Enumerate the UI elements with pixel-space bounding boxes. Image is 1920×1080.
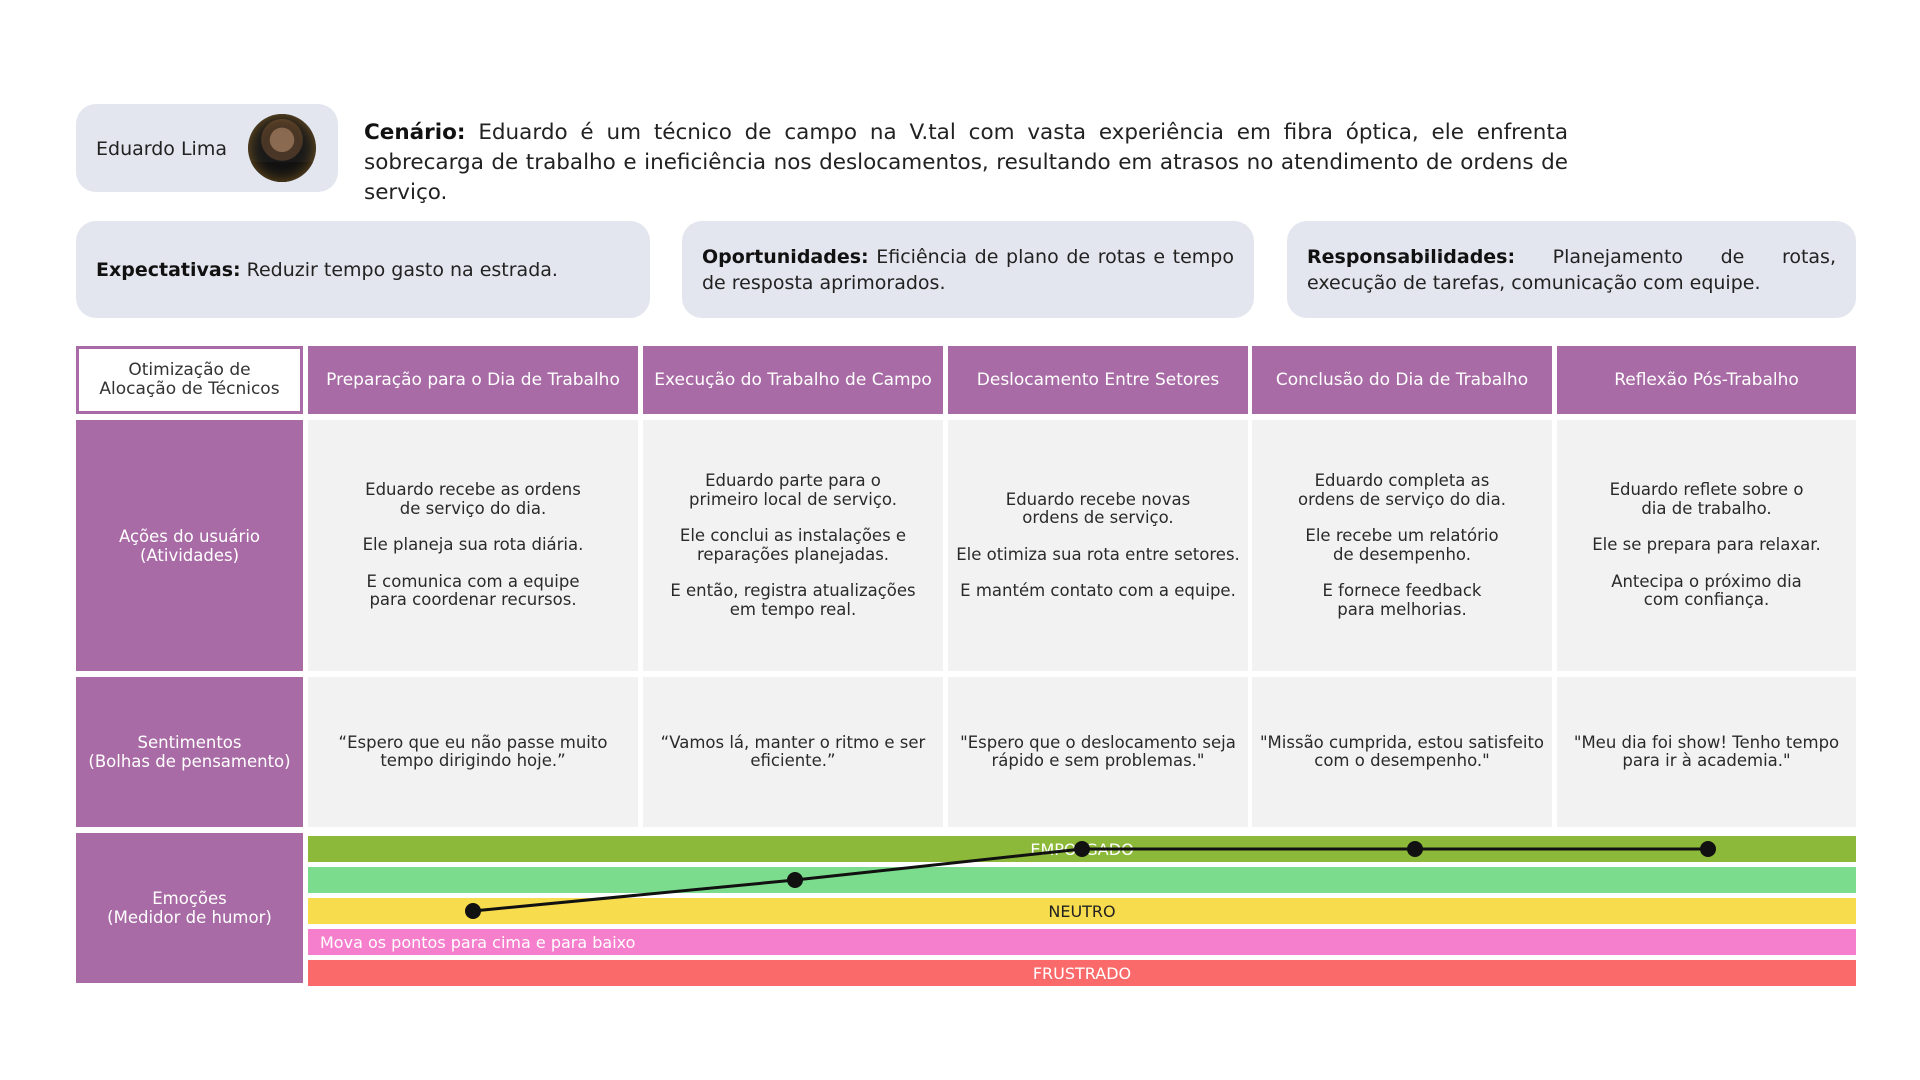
action-text: Eduardo recebe novas ordens de serviço. [1005,489,1191,527]
responsabilidades-text: Planejamento de rotas, execução de taref… [1307,245,1836,294]
action-text: Antecipa o próximo dia com confiança. [1611,571,1802,610]
map-title: Otimização de Alocação de Técnicos [76,346,303,414]
mood-band-low: Mova os pontos para cima e para baixo [308,929,1856,955]
action-text: Ele otimiza sua rota entre setores. [956,544,1240,564]
action-text: Ele se prepara para relaxar. [1592,535,1821,555]
scenario-body: Eduardo é um técnico de campo na V.tal c… [364,120,1568,205]
stage-header: Reflexão Pós-Trabalho [1557,346,1856,414]
mood-band-high [308,867,1856,893]
persona-card: Eduardo Lima [76,104,338,192]
scenario-text: Cenário: Eduardo é um técnico de campo n… [364,118,1568,208]
mood-band-label: NEUTRO [1048,901,1116,921]
feeling-bubble: "Missão cumprida, estou satisfeito com o… [1252,677,1552,827]
row-label-line: (Atividades) [139,545,240,565]
row-label-line: Emoções [152,889,227,908]
responsabilidades-label: Responsabilidades: [1307,245,1516,268]
expectativas-label: Expectativas: [96,258,241,281]
mood-hint: Mova os pontos para cima e para baixo [320,932,636,952]
mood-band-empolgado: EMPOLGADO [308,836,1856,862]
scenario-label: Cenário: [364,120,466,145]
action-text: E fornece feedback para melhorias. [1322,581,1482,619]
avatar [248,114,316,182]
map-title-line2: Alocação de Técnicos [99,379,280,399]
expectativas-box: Expectativas: Reduzir tempo gasto na est… [76,221,650,318]
row-label-line: (Medidor de humor) [107,908,272,927]
stage-header: Deslocamento Entre Setores [948,346,1248,414]
action-cell: Eduardo recebe novas ordens de serviço. … [948,420,1248,671]
action-text: E comunica com a equipe para coordenar r… [366,571,580,610]
responsabilidades-box: Responsabilidades: Planejamento de rotas… [1287,221,1856,318]
mood-band-label: FRUSTRADO [1032,963,1132,983]
feeling-bubble: "Espero que o deslocamento seja rápido e… [948,677,1248,827]
row-label-feelings: Sentimentos (Bolhas de pensamento) [76,677,303,827]
action-text: Eduardo parte para o primeiro local de s… [689,471,897,509]
feeling-bubble: "Meu dia foi show! Tenho tempo para ir à… [1557,677,1856,827]
action-text: Eduardo reflete sobre o dia de trabalho. [1609,480,1804,518]
mood-band-frustrado: FRUSTRADO [308,960,1856,986]
row-label-line: Ações do usuário [118,526,261,546]
action-text: E então, registra atualizações em tempo … [670,581,916,619]
row-label-line: Sentimentos [137,733,242,752]
map-title-line1: Otimização de [128,360,251,380]
action-cell: Eduardo recebe as ordens de serviço do d… [308,420,638,671]
action-text: Ele planeja sua rota diária. [362,535,584,555]
mood-band-neutro: NEUTRO [308,898,1856,924]
oportunidades-label: Oportunidades: [702,245,869,268]
row-label-emotions: Emoções (Medidor de humor) [76,833,303,983]
action-text: Ele conclui as instalações e reparações … [679,526,907,564]
action-text: Eduardo completa as ordens de serviço do… [1298,471,1506,509]
action-text: E mantém contato com a equipe. [960,581,1236,600]
mood-band-label: EMPOLGADO [1030,839,1134,859]
oportunidades-box: Oportunidades: Eficiência de plano de ro… [682,221,1254,318]
stage-header: Conclusão do Dia de Trabalho [1252,346,1552,414]
action-cell: Eduardo parte para o primeiro local de s… [643,420,943,671]
action-cell: Eduardo completa as ordens de serviço do… [1252,420,1552,671]
row-label-line: (Bolhas de pensamento) [88,752,291,771]
action-cell: Eduardo reflete sobre o dia de trabalho.… [1557,420,1856,671]
oportunidades-text: Eficiência de plano de rotas e tempo de … [702,245,1234,294]
row-label-actions: Ações do usuário (Atividades) [76,420,303,671]
stage-header: Preparação para o Dia de Trabalho [308,346,638,414]
action-text: Ele recebe um relatório de desempenho. [1305,526,1499,564]
stage-header: Execução do Trabalho de Campo [643,346,943,414]
feeling-bubble: “Vamos lá, manter o ritmo e ser eficient… [643,677,943,827]
persona-name: Eduardo Lima [96,138,227,160]
feeling-bubble: “Espero que eu não passe muito tempo dir… [308,677,638,827]
action-text: Eduardo recebe as ordens de serviço do d… [365,480,581,518]
expectativas-text: Reduzir tempo gasto na estrada. [240,258,558,281]
